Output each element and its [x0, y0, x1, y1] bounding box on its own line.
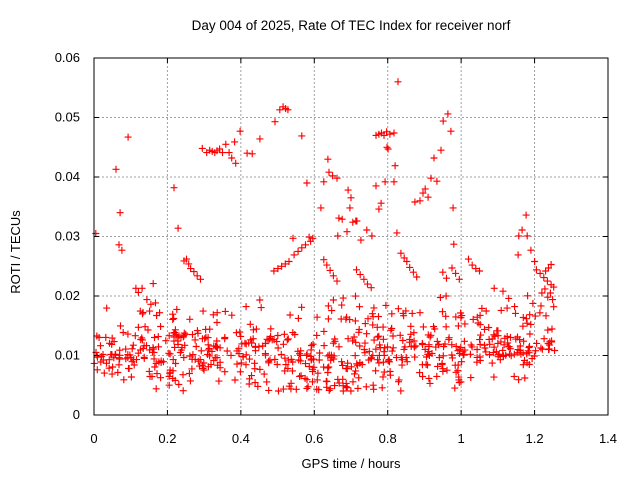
y-tick-label: 0.03: [55, 229, 80, 244]
y-tick-label: 0.06: [55, 50, 80, 65]
tick-marks: [93, 57, 609, 416]
x-tick-label: 1: [458, 431, 465, 446]
y-tick-label: 0.02: [55, 288, 80, 303]
y-axis-label: ROTI / TECUs: [8, 210, 23, 294]
y-tick-label: 0.04: [55, 169, 80, 184]
y-tick-label: 0: [73, 407, 80, 422]
x-tick-label: 0.8: [379, 431, 397, 446]
x-tick-label: 0.2: [158, 431, 176, 446]
y-tick-label: 0.01: [55, 348, 80, 363]
gridlines: [94, 58, 608, 415]
x-tick-label: 0.6: [305, 431, 323, 446]
chart-title: Day 004 of 2025, Rate Of TEC Index for r…: [192, 18, 511, 33]
x-axis-tick-labels: 0 0.2 0.4 0.6 0.8 1 1.2 1.4: [90, 431, 617, 446]
data-point-markers: [90, 78, 559, 395]
x-axis-label: GPS time / hours: [302, 456, 401, 471]
y-tick-label: 0.05: [55, 110, 80, 125]
x-tick-label: 1.4: [599, 431, 617, 446]
y-axis-tick-labels: 0 0.01 0.02 0.03 0.04 0.05 0.06: [55, 50, 80, 422]
scatter-points: [90, 78, 559, 395]
x-tick-label: 1.2: [526, 431, 544, 446]
x-tick-label: 0: [90, 431, 97, 446]
x-tick-label: 0.4: [232, 431, 250, 446]
